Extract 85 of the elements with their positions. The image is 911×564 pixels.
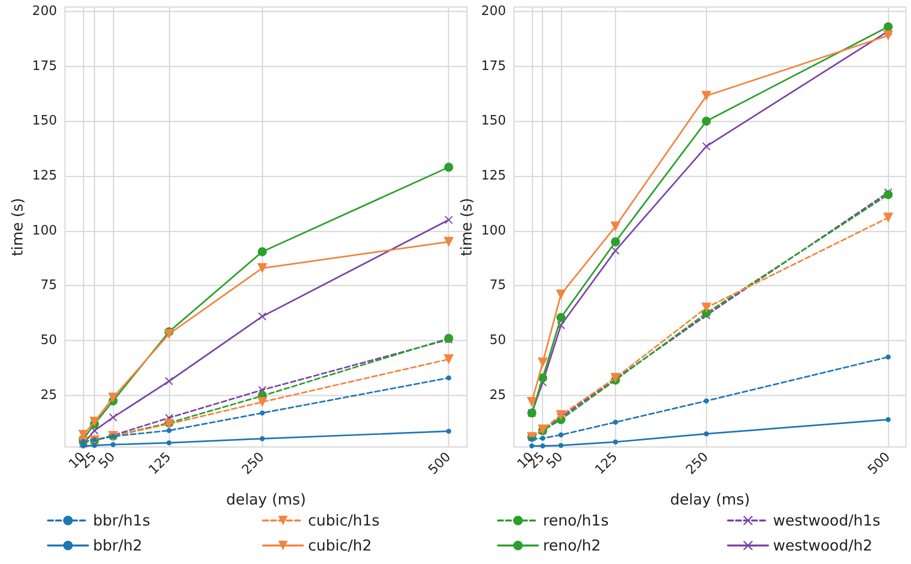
point xyxy=(165,377,174,386)
point xyxy=(258,247,267,256)
point xyxy=(884,190,893,200)
point xyxy=(166,440,172,446)
y-tick-label: 25 xyxy=(489,388,506,403)
point xyxy=(257,397,268,408)
point xyxy=(540,436,546,441)
point xyxy=(610,221,620,232)
point xyxy=(884,22,893,32)
point xyxy=(444,216,453,224)
x-axis-title: delay (ms) xyxy=(226,490,306,508)
point xyxy=(89,416,100,427)
y-tick-label: 200 xyxy=(32,4,57,19)
x-tick-label: 250 xyxy=(684,450,712,478)
y-tick-label: 125 xyxy=(32,168,57,184)
y-tick-label: 175 xyxy=(481,58,506,74)
point xyxy=(558,432,564,438)
point xyxy=(611,246,620,255)
point xyxy=(701,302,712,313)
x-tick-label: 50 xyxy=(544,450,566,472)
x-tick-label: 125 xyxy=(592,450,621,478)
x-tick-label: 500 xyxy=(426,450,454,478)
point xyxy=(556,313,566,322)
y-tick-label: 75 xyxy=(489,278,506,294)
y-tick-label: 100 xyxy=(481,223,506,238)
point xyxy=(164,328,174,339)
y-tick-label: 150 xyxy=(481,114,506,129)
legend-label: westwood/h1s xyxy=(773,512,880,530)
legend-label: reno/h1s xyxy=(543,512,609,530)
y-tick-label: 75 xyxy=(40,278,57,294)
point xyxy=(610,237,620,246)
point xyxy=(166,428,172,434)
point xyxy=(108,392,118,403)
point xyxy=(110,442,116,448)
point xyxy=(558,442,564,448)
point xyxy=(701,90,712,101)
point xyxy=(556,289,566,300)
y-tick-label: 50 xyxy=(40,333,57,348)
point xyxy=(109,413,118,422)
point xyxy=(612,420,618,425)
x-tick-label: 125 xyxy=(146,450,174,478)
point xyxy=(260,410,265,416)
x-tick-label: 50 xyxy=(96,450,118,472)
point xyxy=(444,162,454,172)
x-tick-label: 500 xyxy=(865,450,894,478)
legend-label: westwood/h2 xyxy=(773,536,872,554)
point xyxy=(446,375,452,380)
point xyxy=(80,443,86,448)
point xyxy=(886,354,891,360)
point xyxy=(540,443,546,448)
point xyxy=(886,417,891,422)
point xyxy=(538,358,548,368)
point xyxy=(529,443,534,448)
point xyxy=(258,312,266,320)
legend-label: cubic/h1s xyxy=(308,512,380,530)
y-tick-label: 200 xyxy=(481,4,506,19)
point xyxy=(883,212,894,223)
y-tick-label: 50 xyxy=(489,333,506,348)
legend-label: bbr/h2 xyxy=(93,536,142,554)
y-tick-label: 25 xyxy=(40,388,57,403)
legend-label: cubic/h2 xyxy=(308,536,372,554)
point xyxy=(446,428,452,434)
point xyxy=(704,398,709,404)
point xyxy=(883,30,894,41)
y-axis-title: time (s) xyxy=(458,198,476,256)
point xyxy=(444,236,454,247)
point xyxy=(556,410,566,420)
y-axis-title: time (s) xyxy=(8,198,26,256)
point xyxy=(702,142,710,150)
x-axis-title: delay (ms) xyxy=(670,490,750,508)
y-tick-label: 100 xyxy=(32,223,57,238)
y-tick-label: 125 xyxy=(481,168,506,184)
point xyxy=(526,397,537,408)
point xyxy=(612,439,618,444)
legend-label: bbr/h1s xyxy=(93,512,150,530)
y-tick-label: 150 xyxy=(32,114,57,129)
point xyxy=(257,263,268,274)
point xyxy=(702,116,711,126)
legend-label: reno/h2 xyxy=(543,536,601,554)
point xyxy=(92,442,97,448)
point xyxy=(260,436,265,442)
y-tick-label: 175 xyxy=(32,58,57,74)
point xyxy=(704,431,709,436)
x-tick-label: 250 xyxy=(239,450,268,478)
point xyxy=(444,354,454,364)
